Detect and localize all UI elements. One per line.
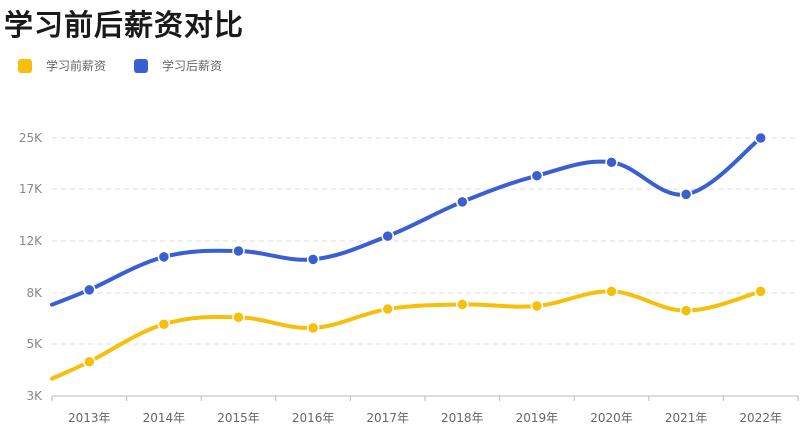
x-tick-label: 2019年	[516, 411, 559, 425]
data-point[interactable]	[306, 253, 320, 266]
x-tick-label: 2020年	[590, 411, 633, 425]
data-point[interactable]	[754, 285, 767, 298]
y-tick-label: 25K	[19, 131, 43, 145]
data-point[interactable]	[381, 302, 394, 316]
data-point[interactable]	[381, 229, 394, 243]
x-tick-label: 2015年	[217, 411, 260, 425]
x-tick-label: 2013年	[68, 411, 111, 425]
x-tick-label: 2014年	[143, 411, 186, 425]
x-tick-label: 2021年	[665, 411, 708, 425]
data-point[interactable]	[157, 317, 171, 331]
legend-label-after: 学习后薪资	[162, 59, 223, 73]
legend-swatch-before	[18, 58, 32, 73]
legend-swatch-after	[134, 58, 149, 73]
legend-item-after[interactable]: 学习后薪资	[134, 57, 222, 74]
data-point[interactable]	[83, 355, 96, 368]
data-point[interactable]	[232, 244, 245, 258]
x-tick-label: 2017年	[366, 411, 409, 425]
data-point[interactable]	[530, 169, 544, 182]
y-tick-label: 5K	[26, 337, 43, 351]
series-line-1	[50, 136, 763, 307]
data-point[interactable]	[679, 304, 693, 317]
legend: 学习前薪资 学习后薪资	[18, 57, 250, 74]
y-tick-label: 17K	[19, 182, 43, 196]
data-point[interactable]	[456, 298, 469, 311]
data-point[interactable]	[679, 188, 693, 201]
data-point[interactable]	[530, 299, 544, 313]
data-point[interactable]	[306, 321, 320, 335]
series-line-0	[50, 289, 763, 381]
chart-title: 学习前后薪资对比	[4, 8, 245, 42]
data-point[interactable]	[605, 156, 618, 169]
data-point[interactable]	[605, 285, 618, 298]
data-point[interactable]	[83, 283, 96, 297]
y-tick-label: 3K	[26, 389, 43, 403]
x-tick-label: 2018年	[441, 411, 484, 425]
legend-label-before: 学习前薪资	[46, 59, 107, 73]
y-tick-label: 12K	[19, 234, 43, 248]
data-point[interactable]	[157, 250, 171, 264]
x-tick-label: 2016年	[292, 411, 335, 425]
legend-item-before[interactable]: 学习前薪资	[18, 57, 106, 74]
x-tick-label: 2022年	[739, 411, 782, 425]
y-tick-label: 8K	[26, 286, 43, 300]
data-point[interactable]	[456, 195, 469, 209]
data-point[interactable]	[754, 131, 767, 145]
data-point[interactable]	[232, 310, 245, 324]
